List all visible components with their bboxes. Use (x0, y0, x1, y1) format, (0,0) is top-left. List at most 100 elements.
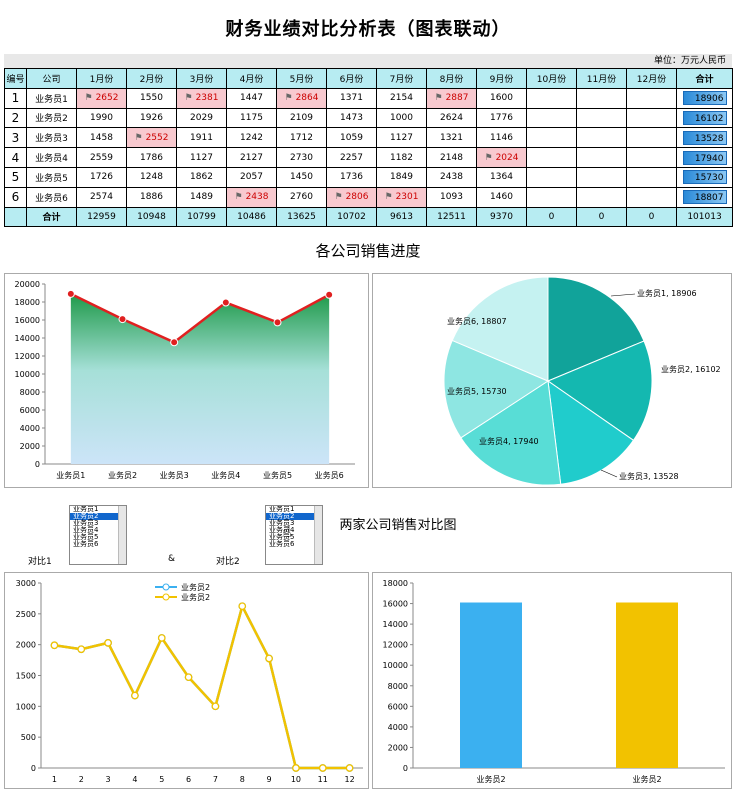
value-cell: 1127 (376, 127, 427, 149)
value-cell: 1182 (376, 147, 427, 168)
company-listbox-1[interactable]: 业务员1 业务员2 业务员3 业务员4 业务员5 业务员6 (69, 505, 127, 565)
company-cell: 业务员5 (26, 166, 77, 188)
sales-progress-title: 各公司销售进度 (315, 242, 421, 260)
y-tick-label: 4000 (388, 723, 408, 732)
y-tick-label: 8000 (20, 388, 40, 397)
value-cell (626, 87, 677, 109)
listbox-option[interactable]: 业务员3 (269, 519, 295, 527)
value-text: 1600 (490, 93, 513, 104)
value-text: 2730 (290, 152, 313, 163)
value-cell (576, 107, 627, 129)
data-bar: 18807 (682, 190, 727, 205)
value-text: 2864 (295, 93, 319, 104)
value-cell (526, 147, 577, 168)
listbox-option[interactable]: 业务员6 (73, 540, 99, 548)
pie-slice (443, 339, 550, 439)
value-cell: 1321 (426, 127, 477, 149)
bar (616, 602, 678, 768)
listbox-option[interactable]: 业务员6 (269, 540, 295, 548)
line-chart-panel: 0 500 1000 1500 2000 2500 3000 业务员2 业务员2 1 2 3 4 5 6 7 8… (4, 572, 369, 789)
column-header: 5月份 (276, 68, 327, 89)
listbox-option[interactable]: 业务员4 (73, 526, 99, 534)
listbox-scrollbar[interactable] (314, 506, 322, 564)
listbox-option[interactable]: 业务员5 (269, 533, 295, 541)
flag-icon: ⚑ (484, 152, 493, 163)
value-cell: 1242 (226, 127, 277, 149)
pie-slice (547, 276, 645, 382)
value-cell: 1059 (326, 127, 377, 149)
month-total: 12959 (76, 206, 127, 228)
value-cell: 1473 (326, 107, 377, 129)
value-text: 1146 (490, 132, 513, 143)
data-point (345, 764, 354, 772)
company-listbox-2[interactable]: 业务员1 业务员2 业务员3 业务员4 业务员5 业务员6 (265, 505, 323, 565)
area-chart: 0 2000 4000 6000 8000 10000 12000 14000 16000 180… (15, 280, 355, 480)
pie-chart-panel: 业务员1, 18906 业务员2, 16102 业务员3, 13528 业务员4, 1… (372, 273, 732, 488)
x-tick-label: 业务员2 (632, 774, 661, 784)
y-tick-label: 2000 (20, 442, 40, 451)
listbox-option[interactable]: 业务员5 (73, 533, 99, 541)
table-row: 3 业务员3 1458 ⚑ 2552 1911 1242 1712 1059 1127 1321 11… (4, 127, 733, 149)
value-text: 1000 (390, 112, 413, 123)
listbox-option[interactable]: 业务员1 (269, 505, 295, 513)
pie-label: 业务员6, 18807 (447, 316, 507, 326)
column-header: 编号 (4, 68, 27, 89)
value-text: 1127 (190, 152, 213, 163)
table-row: 4 业务员4 2559 1786 1127 2127 2730 2257 1182 2148 ⚑ 20… (4, 147, 733, 168)
y-tick-label: 12000 (383, 641, 408, 650)
value-cell (526, 107, 577, 129)
listbox-scrollbar[interactable] (118, 506, 126, 564)
value-text: 1371 (340, 93, 363, 104)
value-cell: 1447 (226, 87, 277, 109)
value-cell: 1458 (76, 127, 127, 149)
data-point (170, 338, 179, 347)
value-text: 1550 (140, 93, 163, 104)
column-header: 合计 (676, 68, 733, 89)
data-bar: 17940 (682, 150, 727, 165)
y-tick-label: 2500 (16, 610, 36, 619)
value-text: 2552 (145, 132, 169, 143)
x-tick-label: 9 (267, 775, 272, 784)
pie-slice (460, 380, 562, 486)
value-cell: 1093 (426, 186, 477, 208)
leader-line (600, 469, 618, 478)
listbox-option[interactable]: 业务员2 (70, 513, 126, 520)
value-cell: 1175 (226, 107, 277, 129)
value-cell: 2559 (76, 147, 127, 168)
column-header: 10月份 (526, 68, 577, 89)
value-cell: 1926 (126, 107, 177, 129)
month-total: 0 (626, 206, 677, 228)
total-cell: 18807 (676, 186, 733, 208)
total-cell: 18906 (676, 87, 733, 109)
listbox-option[interactable]: 业务员1 (73, 505, 99, 513)
listbox-option[interactable]: 业务员3 (73, 519, 99, 527)
value-text: 2806 (345, 192, 369, 203)
value-cell: ⚑ 2806 (326, 186, 377, 208)
table-header-row: 编号 公司 1月份 2月份 3月份 4月份 5月份 6月份 7月份 8月份 9月份 10月份 11月份 1… (4, 68, 733, 89)
y-tick-label: 6000 (388, 702, 408, 711)
value-text: 2760 (290, 192, 313, 203)
flag-icon: ⚑ (234, 192, 243, 203)
value-text: 1059 (340, 132, 363, 143)
legend-label: 业务员2 (181, 582, 210, 592)
y-tick-label: 1500 (16, 672, 36, 681)
listbox-option[interactable]: 业务员2 (266, 513, 322, 520)
value-text: 1242 (240, 132, 263, 143)
y-tick-label: 500 (21, 733, 36, 742)
legend-marker (162, 593, 170, 601)
value-cell: 1489 (176, 186, 227, 208)
value-cell: ⚑ 2864 (276, 87, 327, 109)
area-chart-panel: 0 2000 4000 6000 8000 10000 12000 14000 16000 180… (4, 273, 369, 488)
value-cell (576, 87, 627, 109)
data-point (238, 602, 247, 611)
column-header: 3月份 (176, 68, 227, 89)
ampersand-label: & (168, 554, 176, 564)
data-point (184, 673, 193, 682)
bar (460, 602, 522, 768)
listbox-option[interactable]: 业务员4 (269, 526, 295, 534)
data-point (273, 318, 282, 327)
value-cell: 1911 (176, 127, 227, 149)
value-cell: 1248 (126, 166, 177, 188)
value-cell (526, 127, 577, 149)
value-text: 2381 (195, 93, 219, 104)
